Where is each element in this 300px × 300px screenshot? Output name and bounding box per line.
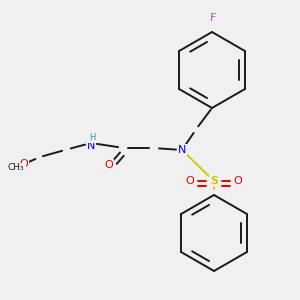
Text: S: S	[210, 176, 218, 186]
Text: CH₃: CH₃	[8, 164, 25, 172]
Text: O: O	[234, 176, 242, 186]
Text: O: O	[105, 160, 113, 170]
Text: O: O	[186, 176, 194, 186]
Text: O: O	[20, 159, 28, 169]
Text: N: N	[178, 145, 186, 155]
Text: F: F	[210, 13, 216, 23]
Text: H: H	[89, 134, 95, 142]
Text: N: N	[87, 141, 95, 151]
